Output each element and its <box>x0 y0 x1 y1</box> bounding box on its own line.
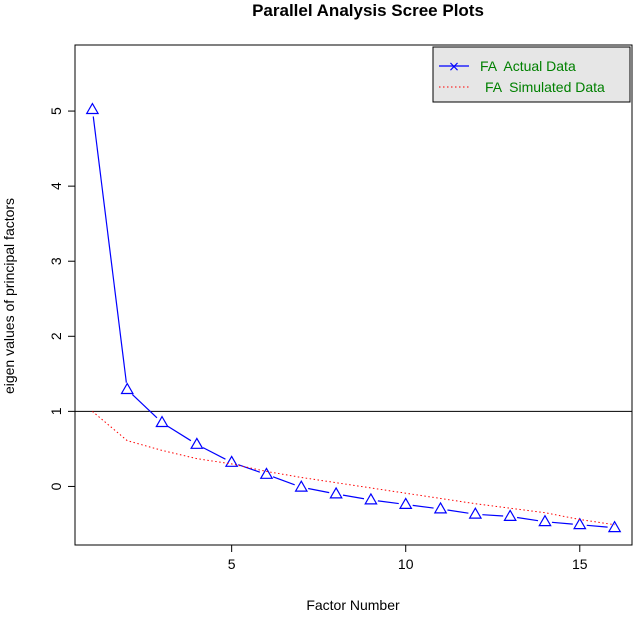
y-tick-label: 3 <box>48 257 64 265</box>
series-0-segment <box>377 500 399 505</box>
legend-actual-marker: × <box>448 59 460 75</box>
x-axis-label: Factor Number <box>306 597 400 613</box>
y-tick-label: 0 <box>48 482 64 490</box>
data-point-actual-15 <box>573 517 587 530</box>
y-tick-label: 4 <box>48 182 64 190</box>
y-tick-label: 2 <box>48 332 64 340</box>
data-point-actual-13 <box>503 509 517 521</box>
y-tick-label: 5 <box>48 107 64 115</box>
series-0-segment <box>131 393 158 419</box>
x-tick-label: 15 <box>572 556 588 572</box>
series-line-simulated <box>92 410 615 526</box>
x-tick-label: 5 <box>228 556 236 572</box>
chart-title: Parallel Analysis Scree Plots <box>252 1 484 20</box>
data-point-actual-1 <box>85 102 100 115</box>
legend-box <box>432 46 631 103</box>
series-layer <box>85 102 622 533</box>
series-0-segment <box>92 116 127 383</box>
data-point-actual-11 <box>433 501 448 514</box>
series-0-segment <box>586 524 608 528</box>
data-point-actual-14 <box>538 514 552 527</box>
plot-border <box>74 44 633 546</box>
series-0-segment <box>167 425 192 442</box>
data-point-actual-3 <box>155 415 169 428</box>
series-0-segment <box>202 447 226 460</box>
series-0-segment <box>482 514 504 517</box>
series-0-segment <box>412 504 434 509</box>
series-0-segment <box>272 476 295 486</box>
legend: × FA Actual Data FA Simulated Data <box>432 46 631 103</box>
series-0-segment <box>516 516 539 522</box>
x-axis: 5 10 15 <box>92 544 615 572</box>
series-0-segment <box>447 509 469 514</box>
data-point-actual-16 <box>607 520 622 533</box>
plot-area <box>74 44 633 546</box>
series-0-segment <box>342 494 365 500</box>
data-point-actual-5 <box>224 455 239 467</box>
y-tick-label: 1 <box>48 407 64 415</box>
data-point-actual-2 <box>120 382 134 395</box>
data-point-actual-10 <box>398 497 413 509</box>
legend-actual-label: FA Actual Data <box>480 58 576 74</box>
y-axis: 0 1 2 3 4 5 <box>48 107 76 490</box>
x-tick-label: 10 <box>398 556 414 572</box>
series-0-segment <box>238 464 261 473</box>
y-axis-label: eigen values of principal factors <box>1 198 17 394</box>
data-point-actual-9 <box>364 492 378 505</box>
legend-simulated-label: FA Simulated Data <box>485 79 605 95</box>
series-0-segment <box>308 487 330 494</box>
data-point-actual-8 <box>329 486 343 499</box>
data-point-actual-4 <box>190 437 204 449</box>
series-0-segment <box>551 521 573 525</box>
data-point-actual-12 <box>468 507 483 519</box>
data-point-actual-7 <box>294 479 309 492</box>
data-point-actual-6 <box>259 467 274 479</box>
